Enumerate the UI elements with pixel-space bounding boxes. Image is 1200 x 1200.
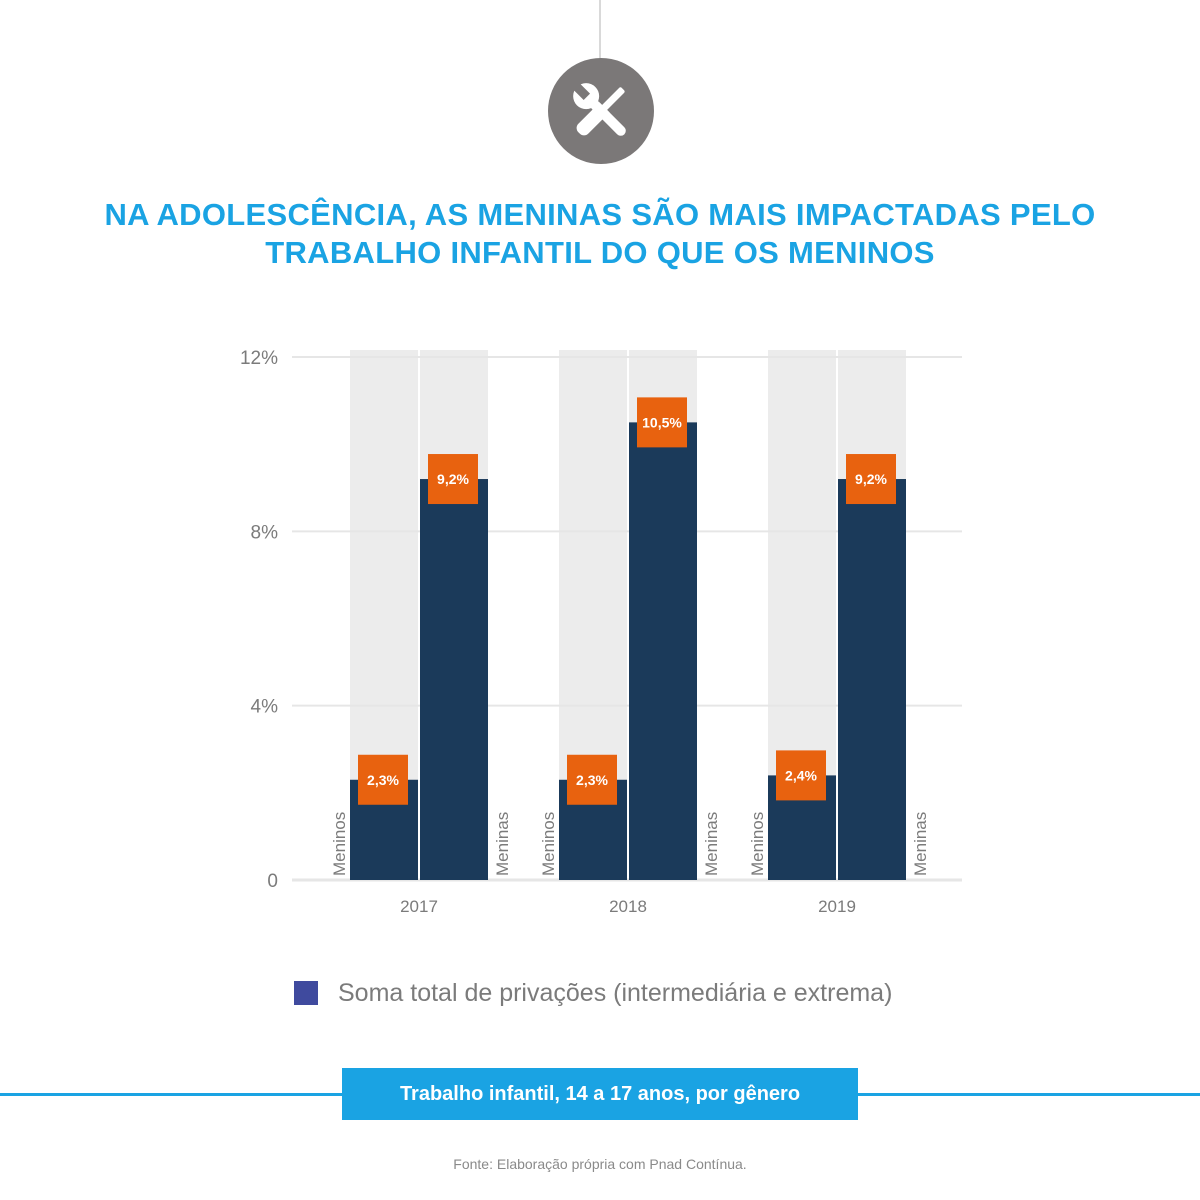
legend: Soma total de privações (intermediária e… <box>294 978 892 1008</box>
data-label-box <box>358 754 408 805</box>
data-label: 10,5% <box>642 414 682 430</box>
tools-icon <box>548 58 654 164</box>
legend-swatch <box>294 981 318 1005</box>
bar <box>420 479 488 880</box>
chart-title-line-2: TRABALHO INFANTIL DO QUE OS MENINOS <box>265 235 935 270</box>
bar-chart: 0 4% 8% 12% 2,3% 2,3% 2,4% 9,2% 10,5% 9,2% Meninos… <box>240 348 962 916</box>
data-label: 2,4% <box>785 767 817 783</box>
bar-series-label: Meninas <box>702 812 721 876</box>
data-label: 2,3% <box>367 772 399 788</box>
x-category-label: 2018 <box>609 897 647 916</box>
bar-series-label: Meninos <box>748 812 767 876</box>
bar-series-label: Meninas <box>493 812 512 876</box>
caption-text: Trabalho infantil, 14 a 17 anos, por gên… <box>399 1082 801 1105</box>
data-label-box <box>846 454 896 505</box>
data-label: 9,2% <box>855 471 887 487</box>
y-tick-label: 0 <box>267 871 278 892</box>
bar <box>838 479 906 880</box>
y-tick-label: 8% <box>251 522 279 543</box>
x-category-label: 2017 <box>400 897 438 916</box>
data-label-box <box>567 754 617 805</box>
y-tick-label: 12% <box>240 348 278 369</box>
data-label: 9,2% <box>437 471 469 487</box>
top-divider-line <box>599 0 601 62</box>
data-label-box <box>637 397 687 448</box>
data-label: 2,3% <box>576 772 608 788</box>
caption-box: Trabalho infantil, 14 a 17 anos, por gên… <box>342 1068 858 1120</box>
chart-title: NA ADOLESCÊNCIA, AS MENINAS SÃO MAIS IMP… <box>60 196 1140 272</box>
bar-series-label: Meninos <box>330 812 349 876</box>
source-note: Fonte: Elaboração própria com Pnad Contí… <box>453 1156 747 1172</box>
x-category-label: 2019 <box>818 897 856 916</box>
data-label-box <box>428 454 478 505</box>
data-label-box <box>776 750 826 801</box>
y-tick-label: 4% <box>251 697 279 718</box>
bar-series-label: Meninos <box>539 812 558 876</box>
chart-title-line-1: NA ADOLESCÊNCIA, AS MENINAS SÃO MAIS IMP… <box>104 197 1096 232</box>
bar-series-label: Meninas <box>911 812 930 876</box>
legend-label: Soma total de privações (intermediária e… <box>338 978 893 1007</box>
bar <box>629 422 697 880</box>
